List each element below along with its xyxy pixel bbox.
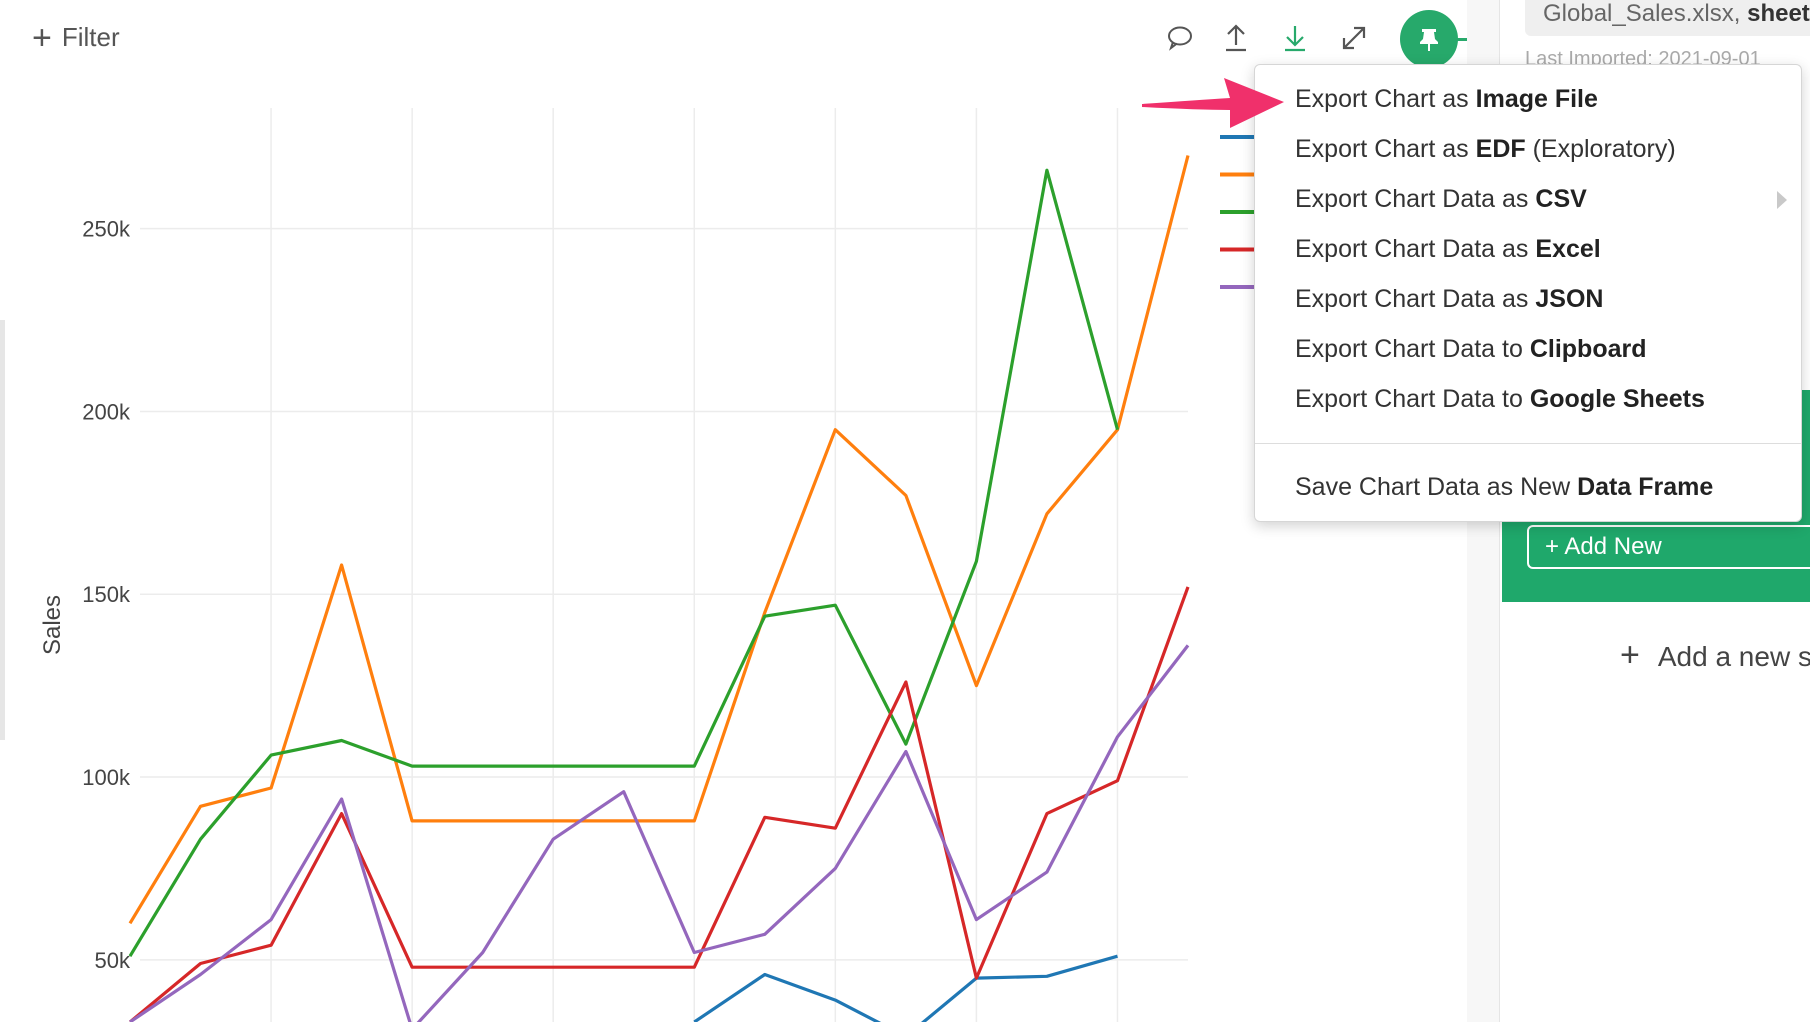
callout-arrow-icon — [1142, 78, 1284, 128]
filter-button[interactable]: + Filter — [32, 18, 120, 57]
expand-icon[interactable] — [1336, 20, 1372, 56]
menu-item-export-json[interactable]: Export Chart Data as JSON — [1295, 285, 1604, 313]
y-tick-label: 250k — [82, 217, 131, 242]
left-panel-edge — [0, 320, 5, 740]
comment-icon[interactable] — [1162, 20, 1198, 56]
menu-item-export-image[interactable]: Export Chart as Image File — [1295, 85, 1598, 113]
menu-item-export-google-sheets[interactable]: Export Chart Data to Google Sheets — [1295, 385, 1705, 413]
upload-icon[interactable] — [1218, 20, 1254, 56]
menu-item-export-edf[interactable]: Export Chart as EDF (Exploratory) — [1295, 135, 1676, 163]
series-line-3 — [128, 586, 1190, 1022]
filter-label: Filter — [61, 22, 120, 52]
y-tick-label: 50k — [95, 948, 131, 973]
menu-divider — [1255, 443, 1801, 444]
export-menu: Export Chart as Image File Export Chart … — [1254, 64, 1802, 522]
menu-item-export-csv[interactable]: Export Chart Data as CSV — [1295, 185, 1587, 213]
menu-item-export-clipboard[interactable]: Export Chart Data to Clipboard — [1295, 335, 1647, 363]
series-line-4 — [129, 644, 1190, 1022]
y-axis-label: Sales — [39, 595, 66, 655]
series-line-2 — [128, 168, 1120, 958]
file-name: Global_Sales.xlsx, — [1543, 0, 1748, 27]
add-step-label: Add a new s — [1657, 641, 1810, 672]
pin-button[interactable] — [1400, 10, 1458, 68]
file-sheet: sheet — [1747, 0, 1810, 27]
plus-icon: + — [1620, 636, 1640, 674]
line-chart: Sales 50k 100k 150k 200k 250k — [39, 108, 1256, 1022]
pin-icon — [1420, 29, 1438, 51]
y-tick-label: 150k — [82, 582, 131, 607]
add-new-button[interactable]: + Add New — [1527, 525, 1810, 569]
menu-item-export-excel[interactable]: Export Chart Data as Excel — [1295, 235, 1601, 263]
menu-item-save-data-frame[interactable]: Save Chart Data as New Data Frame — [1295, 473, 1714, 501]
submenu-caret-icon — [1777, 191, 1787, 209]
file-tag[interactable]: Global_Sales.xlsx, sheet — [1525, 0, 1810, 36]
add-step-button[interactable]: + Add a new s — [1620, 636, 1810, 675]
plus-icon: + — [32, 18, 52, 57]
y-tick-label: 200k — [82, 399, 131, 424]
series-line-0 — [693, 954, 1118, 1022]
series-line-1 — [128, 155, 1190, 925]
y-tick-label: 100k — [82, 765, 131, 790]
download-icon[interactable] — [1277, 20, 1313, 56]
